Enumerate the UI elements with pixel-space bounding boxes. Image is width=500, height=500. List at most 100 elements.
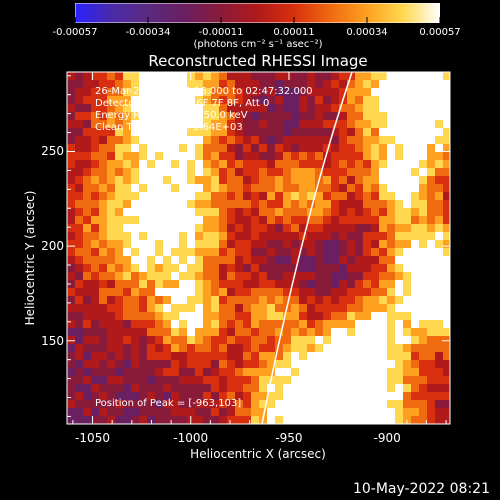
intensity-pixel	[67, 184, 76, 193]
intensity-pixel	[211, 304, 220, 313]
intensity-pixel	[75, 240, 84, 249]
intensity-pixel	[315, 376, 324, 385]
intensity-pixel	[243, 360, 252, 369]
intensity-pixel	[427, 360, 436, 369]
intensity-pixel	[219, 256, 228, 265]
intensity-pixel	[179, 296, 188, 305]
intensity-pixel	[387, 408, 396, 417]
intensity-pixel	[419, 208, 428, 217]
intensity-pixel	[315, 248, 324, 257]
intensity-pixel	[139, 224, 148, 233]
intensity-pixel	[83, 120, 92, 129]
intensity-pixel	[155, 232, 164, 241]
intensity-pixel	[323, 184, 332, 193]
intensity-pixel	[67, 384, 76, 393]
intensity-pixel	[403, 312, 412, 321]
intensity-pixel	[83, 80, 92, 89]
x-tick-label: -1050	[75, 431, 110, 445]
intensity-pixel	[195, 320, 204, 329]
intensity-pixel	[155, 344, 164, 353]
intensity-pixel	[291, 152, 300, 161]
intensity-pixel	[435, 384, 444, 393]
intensity-pixel	[107, 408, 116, 417]
intensity-pixel	[387, 336, 396, 345]
intensity-pixel	[187, 112, 196, 121]
intensity-pixel	[355, 408, 364, 417]
intensity-pixel	[443, 184, 450, 193]
intensity-pixel	[347, 160, 356, 169]
intensity-pixel	[91, 416, 100, 424]
intensity-pixel	[331, 344, 340, 353]
intensity-pixel	[419, 136, 428, 145]
intensity-pixel	[283, 352, 292, 361]
intensity-pixel	[219, 176, 228, 185]
intensity-pixel	[395, 368, 404, 377]
intensity-pixel	[379, 88, 388, 97]
intensity-pixel	[267, 96, 276, 105]
intensity-pixel	[131, 168, 140, 177]
intensity-pixel	[203, 408, 212, 417]
intensity-pixel	[403, 120, 412, 129]
intensity-pixel	[195, 80, 204, 89]
intensity-pixel	[395, 192, 404, 201]
intensity-pixel	[115, 272, 124, 281]
intensity-pixel	[83, 408, 92, 417]
intensity-pixel	[371, 304, 380, 313]
intensity-pixel	[243, 408, 252, 417]
intensity-pixel	[355, 256, 364, 265]
intensity-pixel	[387, 120, 396, 129]
intensity-pixel	[379, 104, 388, 113]
intensity-pixel	[299, 112, 308, 121]
colorbar-tick-label: 0.00034	[346, 27, 388, 38]
intensity-pixel	[275, 184, 284, 193]
intensity-pixel	[339, 248, 348, 257]
intensity-pixel	[227, 120, 236, 129]
intensity-pixel	[307, 384, 316, 393]
intensity-pixel	[75, 152, 84, 161]
intensity-pixel	[123, 88, 132, 97]
intensity-pixel	[419, 400, 428, 409]
intensity-pixel	[163, 232, 172, 241]
intensity-pixel	[115, 280, 124, 289]
intensity-pixel	[331, 408, 340, 417]
intensity-pixel	[115, 368, 124, 377]
intensity-pixel	[147, 72, 156, 81]
intensity-pixel	[267, 80, 276, 89]
intensity-pixel	[203, 88, 212, 97]
intensity-pixel	[267, 208, 276, 217]
intensity-pixel	[387, 272, 396, 281]
intensity-pixel	[435, 352, 444, 361]
intensity-pixel	[323, 120, 332, 129]
intensity-pixel	[347, 264, 356, 273]
intensity-pixel	[411, 208, 420, 217]
intensity-pixel	[179, 88, 188, 97]
intensity-pixel	[371, 264, 380, 273]
intensity-pixel	[139, 296, 148, 305]
intensity-pixel	[395, 112, 404, 121]
intensity-pixel	[235, 416, 244, 424]
intensity-pixel	[203, 216, 212, 225]
intensity-pixel	[115, 296, 124, 305]
intensity-pixel	[315, 240, 324, 249]
intensity-pixel	[275, 352, 284, 361]
intensity-pixel	[163, 192, 172, 201]
intensity-pixel	[275, 296, 284, 305]
intensity-pixel	[235, 328, 244, 337]
intensity-pixel	[83, 160, 92, 169]
intensity-pixel	[235, 72, 244, 81]
intensity-pixel	[291, 360, 300, 369]
intensity-pixel	[403, 288, 412, 297]
intensity-pixel	[299, 408, 308, 417]
intensity-pixel	[419, 408, 428, 417]
intensity-pixel	[251, 416, 260, 424]
intensity-pixel	[315, 192, 324, 201]
intensity-pixel	[371, 144, 380, 153]
intensity-pixel	[347, 88, 356, 97]
intensity-pixel	[171, 368, 180, 377]
intensity-pixel	[243, 296, 252, 305]
intensity-pixel	[107, 376, 116, 385]
intensity-pixel	[347, 176, 356, 185]
intensity-pixel	[339, 80, 348, 89]
intensity-pixel	[179, 392, 188, 401]
intensity-pixel	[355, 360, 364, 369]
